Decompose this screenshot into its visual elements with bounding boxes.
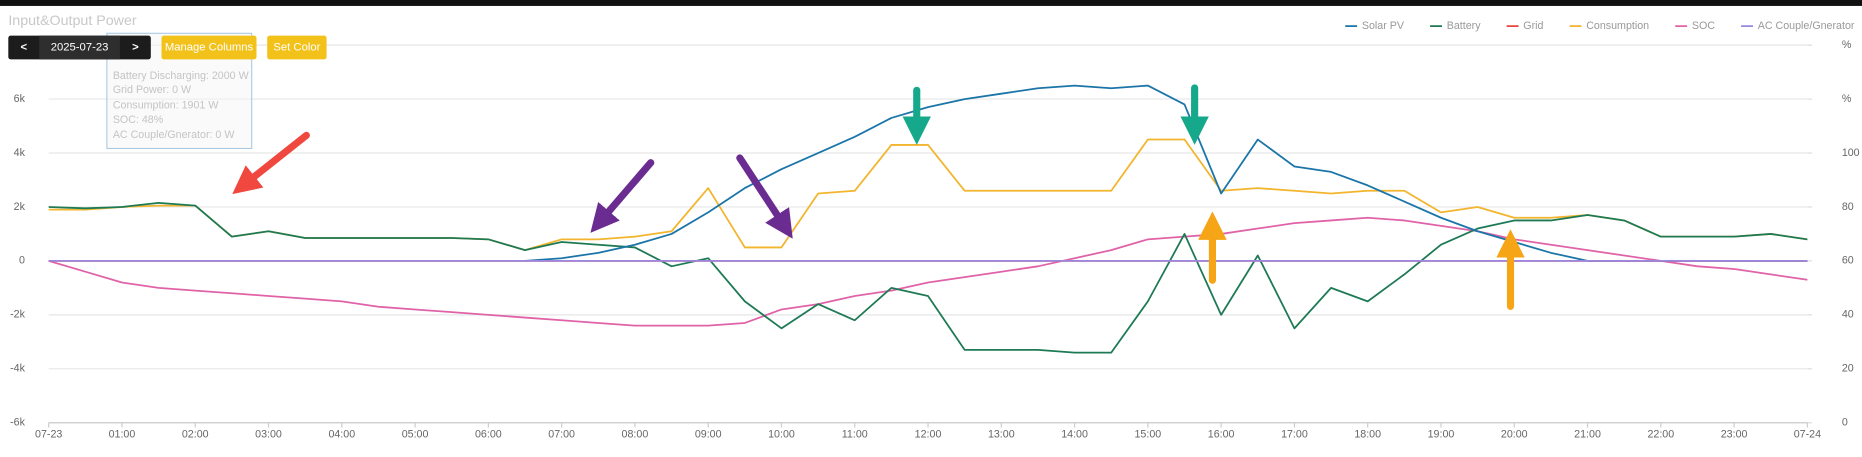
arrow — [232, 131, 310, 195]
y-tick-label: 0 — [19, 255, 25, 267]
series-line — [48, 202, 1808, 354]
y-tick-label: 2k — [14, 201, 26, 213]
panel-title: Input&Output Power — [8, 13, 137, 29]
set-color-label[interactable]: Set Color — [273, 41, 320, 53]
date-text: 2025-07-23 — [51, 41, 109, 53]
annotation-arrows — [232, 84, 1525, 310]
x-tick-label: 14:00 — [1061, 428, 1088, 440]
x-tick-label: 23:00 — [1721, 428, 1748, 440]
x-tick-label: 22:00 — [1647, 428, 1674, 440]
top-edge — [0, 0, 1862, 6]
x-tick-label: 20:00 — [1501, 428, 1528, 440]
next-button[interactable]: > — [132, 41, 139, 53]
arrow — [736, 154, 793, 239]
y2-tick-label: 0 — [1842, 417, 1848, 429]
manage-columns-button[interactable] — [161, 35, 257, 60]
y2-tick-label: 60 — [1842, 255, 1854, 267]
y2-tick-label: 40 — [1842, 309, 1854, 321]
x-tick-label: 09:00 — [695, 428, 722, 440]
tooltip-line: Grid Power: 0 W — [113, 84, 192, 96]
y2-tick-label: 20 — [1842, 363, 1854, 375]
x-tick-label: 06:00 — [475, 428, 502, 440]
manage-columns-label[interactable]: Manage Columns — [165, 41, 254, 53]
x-tick-label: 07:00 — [548, 428, 575, 440]
x-tick-label: 07-24 — [1794, 428, 1821, 440]
x-tick-label: 04:00 — [328, 428, 355, 440]
tooltip-line: AC Couple/Gnerator: 0 W — [113, 129, 236, 141]
y-tick-label: -2k — [10, 309, 25, 321]
y-tick-label: 6k — [14, 93, 26, 105]
x-tick-label: 21:00 — [1574, 428, 1601, 440]
y-tick-label: 4k — [14, 147, 26, 159]
x-tick-label: 07-23 — [35, 428, 62, 440]
x-tick-label: 02:00 — [182, 428, 209, 440]
x-tick-label: 19:00 — [1428, 428, 1455, 440]
x-tick-label: 13:00 — [988, 428, 1015, 440]
x-tick-label: 17:00 — [1281, 428, 1308, 440]
date-picker: < 2025-07-23 > — [8, 35, 151, 60]
legend: Solar PV Battery Grid Consumption SOC AC Coup… — [1345, 20, 1855, 32]
x-tick-label: 08:00 — [622, 428, 649, 440]
x-tick-label: 11:00 — [842, 428, 868, 440]
y-tick-label: -6k — [10, 417, 25, 429]
y2-tick-label: 80 — [1842, 201, 1854, 213]
x-tick-label: 05:00 — [402, 428, 429, 440]
y2-tick-label: % — [1842, 39, 1852, 51]
y2-tick-label: 100 — [1842, 147, 1860, 159]
tooltip-line: Battery Discharging: 2000 W — [113, 70, 250, 82]
set-color-button[interactable] — [267, 35, 327, 60]
x-tick-label: 12:00 — [915, 428, 942, 440]
x-tick-label: 10:00 — [768, 428, 795, 440]
x-tick-label: 18:00 — [1354, 428, 1381, 440]
legend-label: Grid — [1523, 20, 1543, 32]
x-tick-label: 03:00 — [255, 428, 282, 440]
legend-label: AC Couple/Gnerator — [1758, 20, 1855, 32]
date-field[interactable] — [39, 35, 120, 60]
legend-label: Solar PV — [1362, 20, 1405, 32]
x-tick-label: 15:00 — [1135, 428, 1162, 440]
arrow — [590, 159, 655, 233]
y-tick-label: -4k — [10, 363, 25, 375]
tooltip-line: Consumption: 1901 W — [113, 100, 220, 112]
legend-label: Consumption — [1586, 20, 1649, 32]
x-tick-label: 16:00 — [1208, 428, 1235, 440]
x-tick-label: 01:00 — [109, 428, 136, 440]
legend-label: SOC — [1692, 20, 1715, 32]
prev-button[interactable]: < — [20, 41, 27, 53]
y2-tick-label: % — [1842, 93, 1852, 105]
tooltip-line: SOC: 48% — [113, 114, 164, 126]
legend-label: Battery — [1447, 20, 1481, 32]
